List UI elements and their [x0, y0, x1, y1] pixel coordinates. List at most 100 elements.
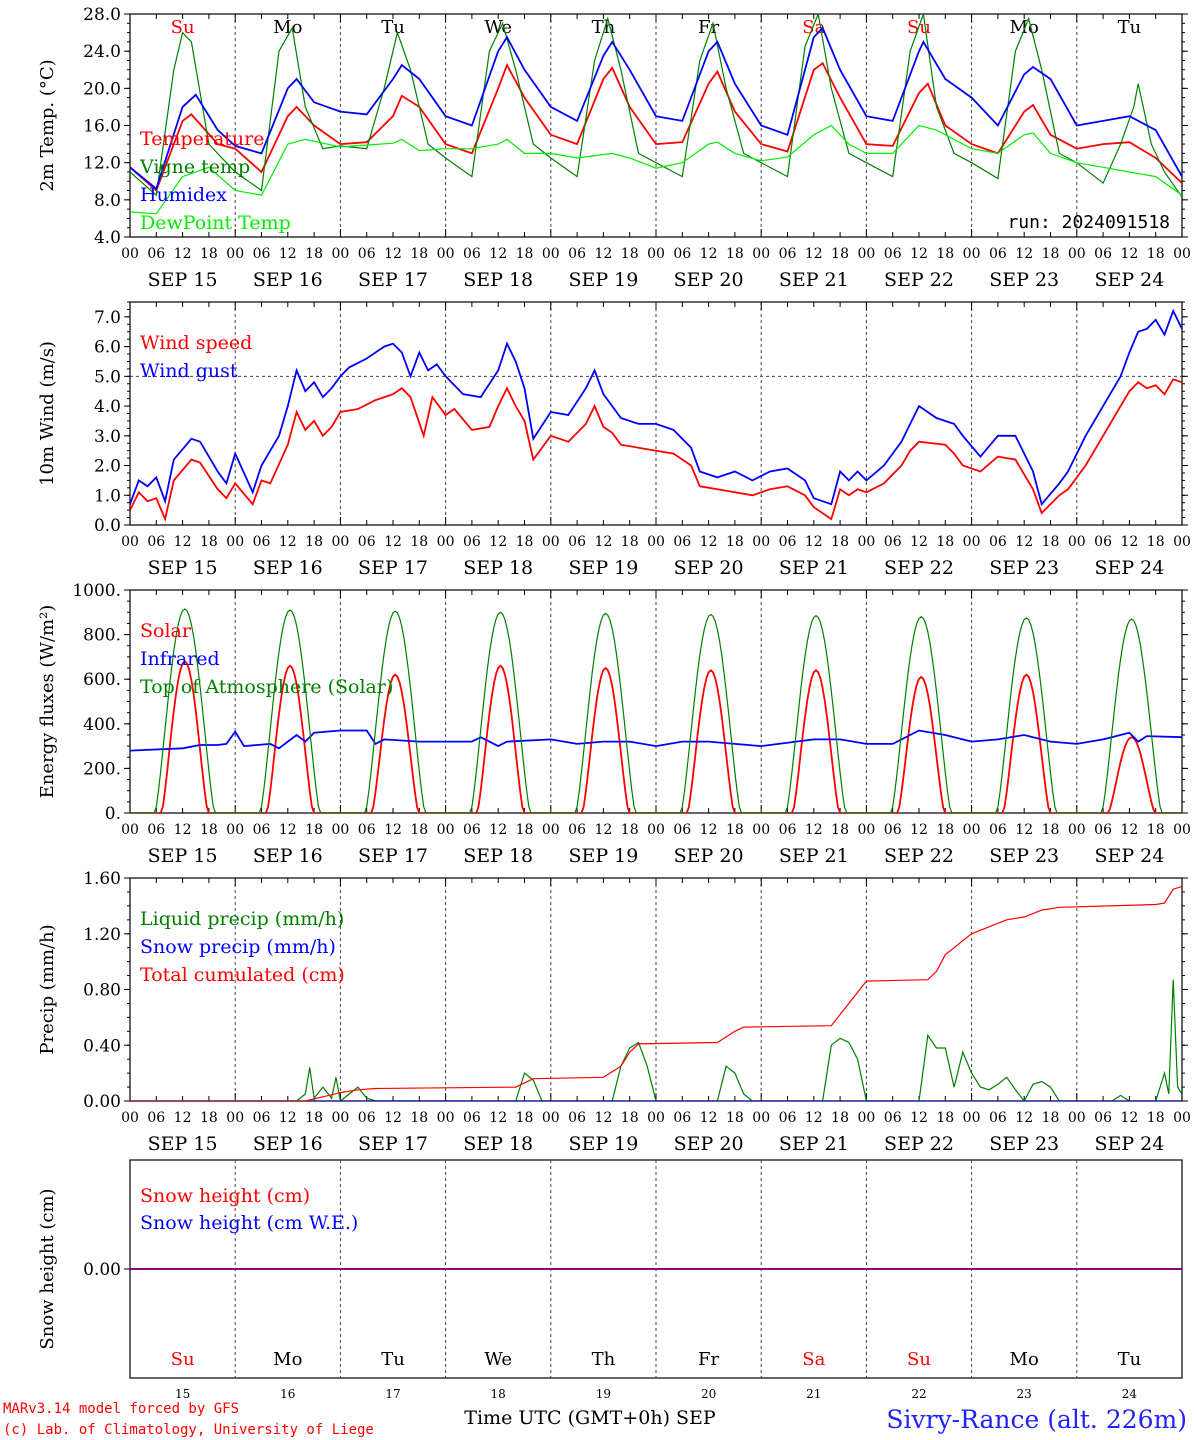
- series-line-humidex: [130, 26, 1182, 191]
- x-hour-label: 12: [1015, 1110, 1033, 1126]
- x-date-label: SEP 16: [253, 557, 323, 579]
- x-hour-label: 06: [253, 246, 271, 262]
- x-hour-label: 06: [147, 822, 165, 838]
- x-hour-label: 06: [463, 1110, 481, 1126]
- x-hour-label: 12: [279, 246, 297, 262]
- x-hour-label: 00: [542, 1110, 560, 1126]
- x-hour-label: 18: [831, 822, 849, 838]
- series-line-top-of-atmosphere-solar-: [130, 608, 1182, 813]
- x-hour-label: 12: [805, 822, 823, 838]
- x-hour-label: 12: [1120, 1110, 1138, 1126]
- y-tick-label: 12.0: [83, 154, 121, 174]
- x-hour-label: 06: [568, 1110, 586, 1126]
- x-hour-label: 18: [936, 822, 954, 838]
- weekday-label: Tu: [381, 1349, 405, 1370]
- x-hour-label: 12: [1015, 534, 1033, 550]
- x-hour-label: 00: [226, 822, 244, 838]
- legend-dewpoint-temp: DewPoint Temp: [140, 212, 291, 234]
- x-hour-label: 12: [489, 822, 507, 838]
- x-hour-label: 06: [779, 822, 797, 838]
- x-hour-label: 18: [1147, 534, 1165, 550]
- x-hour-label: 18: [936, 534, 954, 550]
- footer-lab-credit: (c) Lab. of Climatology, University of L…: [3, 1422, 374, 1438]
- x-hour-label: 18: [516, 822, 534, 838]
- x-hour-label: 00: [226, 1110, 244, 1126]
- x-hour-label: 12: [279, 534, 297, 550]
- x-hour-label: 00: [331, 534, 349, 550]
- weekday-label: We: [484, 1349, 512, 1370]
- x-hour-label: 06: [358, 1110, 376, 1126]
- legend-top-of-atmosphere-solar-: Top of Atmosphere (Solar): [140, 676, 393, 698]
- x-date-label: SEP 15: [148, 269, 218, 291]
- x-date-label: SEP 23: [989, 269, 1059, 291]
- x-date-label: SEP 22: [884, 269, 954, 291]
- y-tick-label: 0.0: [94, 516, 121, 536]
- x-hour-label: 18: [726, 822, 744, 838]
- y-tick-label: 3.0: [94, 427, 121, 447]
- x-date-label: SEP 22: [884, 845, 954, 867]
- x-hour-label: 00: [857, 822, 875, 838]
- x-date-label: SEP 17: [358, 1133, 428, 1155]
- x-date-label: SEP 15: [148, 557, 218, 579]
- day-number-label: 17: [385, 1387, 400, 1401]
- legend-humidex: Humidex: [140, 184, 227, 206]
- x-hour-label: 06: [884, 822, 902, 838]
- x-date-label: SEP 19: [568, 557, 638, 579]
- y-tick-label: 0.00: [83, 1092, 121, 1112]
- y-tick-label: 2.0: [94, 457, 121, 477]
- x-date-label: SEP 24: [1094, 269, 1164, 291]
- legend-snow-precip-mm-h-: Snow precip (mm/h): [140, 936, 336, 958]
- x-hour-label: 12: [910, 246, 928, 262]
- x-hour-label: 18: [1147, 822, 1165, 838]
- x-hour-label: 12: [594, 246, 612, 262]
- x-hour-label: 00: [542, 534, 560, 550]
- y-axis-label: Precip (mm/h): [37, 924, 58, 1054]
- x-hour-label: 12: [805, 246, 823, 262]
- x-date-label: SEP 20: [674, 1133, 744, 1155]
- x-hour-label: 18: [831, 534, 849, 550]
- x-hour-label: 00: [1068, 534, 1086, 550]
- x-hour-label: 00: [121, 1110, 139, 1126]
- y-tick-label: 1.20: [83, 925, 121, 945]
- legend-infrared: Infrared: [140, 648, 220, 670]
- legend-liquid-precip-mm-h-: Liquid precip (mm/h): [140, 908, 344, 930]
- x-hour-label: 12: [700, 534, 718, 550]
- x-hour-label: 18: [621, 246, 639, 262]
- panel-4: 0.00 0.40 0.80 1.20 1.60 Precip (mm/h) 00 06 12 1…: [37, 869, 1191, 1155]
- x-hour-label: 06: [253, 822, 271, 838]
- x-hour-label: 00: [1068, 246, 1086, 262]
- x-hour-label: 06: [884, 1110, 902, 1126]
- x-hour-label: 18: [410, 1110, 428, 1126]
- day-number-label: 16: [280, 1387, 295, 1401]
- x-date-label: SEP 18: [463, 557, 533, 579]
- x-hour-label: 06: [779, 534, 797, 550]
- day-number-label: 15: [175, 1387, 190, 1401]
- y-tick-label: 1.60: [83, 869, 121, 889]
- x-date-label: SEP 23: [989, 557, 1059, 579]
- x-hour-label: 12: [279, 822, 297, 838]
- x-hour-label: 00: [331, 246, 349, 262]
- plot-frame: [129, 301, 1183, 526]
- x-hour-label: 18: [200, 1110, 218, 1126]
- station-name: Sivry-Rance (alt. 226m): [886, 1405, 1187, 1434]
- y-axis-label: 2m Temp. (°C): [37, 59, 58, 191]
- x-hour-label: 06: [253, 534, 271, 550]
- x-hour-label: 12: [279, 1110, 297, 1126]
- x-hour-label: 00: [437, 822, 455, 838]
- x-hour-label: 00: [542, 822, 560, 838]
- x-date-label: SEP 16: [253, 1133, 323, 1155]
- x-hour-label: 12: [174, 822, 192, 838]
- y-tick-label: 16.0: [83, 117, 121, 137]
- x-hour-label: 12: [700, 246, 718, 262]
- x-date-label: SEP 21: [779, 1133, 849, 1155]
- x-hour-label: 12: [174, 1110, 192, 1126]
- x-hour-label: 12: [384, 534, 402, 550]
- x-date-label: SEP 15: [148, 845, 218, 867]
- x-hour-label: 12: [700, 822, 718, 838]
- x-hour-label: 06: [673, 246, 691, 262]
- x-hour-label: 12: [384, 822, 402, 838]
- x-hour-label: 00: [542, 246, 560, 262]
- x-date-label: SEP 24: [1094, 557, 1164, 579]
- x-hour-label: 00: [963, 822, 981, 838]
- y-tick-label: 200.: [83, 759, 121, 779]
